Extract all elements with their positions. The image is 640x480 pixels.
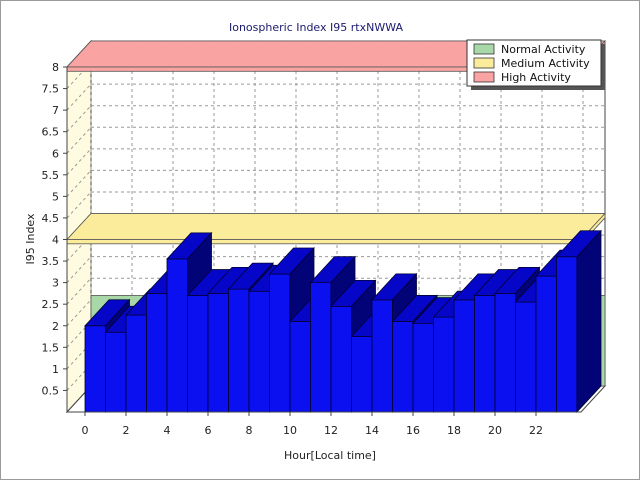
bar-front (515, 301, 537, 413)
band-medium-activity (66, 212, 606, 245)
legend-label: High Activity (501, 71, 571, 84)
bar-front (105, 331, 127, 413)
legend-swatch (473, 71, 495, 83)
legend-label: Normal Activity (501, 43, 586, 56)
bar-front (433, 316, 455, 413)
bar-front (166, 258, 188, 413)
y-tick-label: 7 (52, 104, 59, 117)
bar-front (228, 288, 250, 413)
band-front-face (66, 239, 582, 245)
bar-front (392, 321, 414, 413)
x-tick-label: 4 (164, 424, 171, 437)
y-tick-label: 3.5 (42, 255, 60, 268)
x-tick-label: 12 (324, 424, 338, 437)
x-tick-label: 14 (365, 424, 379, 437)
x-tick-label: 10 (283, 424, 297, 437)
legend-swatch (473, 43, 495, 55)
bar-front (207, 293, 229, 413)
x-tick-label: 8 (246, 424, 253, 437)
x-tick-label: 20 (488, 424, 502, 437)
y-tick-label: 3 (52, 277, 59, 290)
bar-front (453, 299, 475, 413)
y-tick-label: 2 (52, 320, 59, 333)
x-tick-label: 16 (406, 424, 420, 437)
bar (555, 229, 602, 414)
y-tick-label: 5.5 (42, 169, 60, 182)
y-tick-label: 6.5 (42, 126, 60, 139)
bar-front (146, 293, 168, 413)
y-tick-label: 0.5 (42, 384, 60, 397)
legend-label: Medium Activity (501, 57, 590, 70)
x-tick-label: 0 (82, 424, 89, 437)
bar-front (412, 323, 434, 413)
y-tick-label: 2.5 (42, 298, 60, 311)
bar-front (269, 273, 291, 413)
bar-front (310, 282, 332, 413)
y-tick-label: 1 (52, 363, 59, 376)
x-tick-label: 18 (447, 424, 461, 437)
y-tick-label: 4.5 (42, 212, 60, 225)
bar-front (289, 321, 311, 413)
y-tick-label: 1.5 (42, 341, 60, 354)
bar-front (187, 295, 209, 413)
bar-front (371, 299, 393, 413)
bar-front (351, 336, 373, 413)
y-tick-label: 6 (52, 147, 59, 160)
x-tick-label: 2 (123, 424, 130, 437)
bar-front (474, 295, 496, 413)
x-axis-label: Hour[Local time] (284, 449, 376, 462)
y-tick-label: 4 (52, 234, 59, 247)
x-tick-label: 22 (529, 424, 543, 437)
bar-front (494, 293, 516, 413)
bar-front (535, 275, 557, 413)
bar-front (248, 290, 270, 413)
x-tick-label: 6 (205, 424, 212, 437)
bar-front (330, 305, 352, 413)
y-tick-label: 7.5 (42, 83, 60, 96)
band-top-face (66, 213, 606, 240)
y-axis-label: I95 Index (24, 213, 37, 265)
bar-front (556, 256, 578, 413)
bar-side (576, 229, 602, 414)
y-tick-label: 5 (52, 190, 59, 203)
chart-title: Ionospheric Index I95 rtxNWWA (229, 21, 403, 34)
legend-swatch (473, 57, 495, 69)
bar-front (84, 325, 106, 413)
y-tick-label: 8 (52, 61, 59, 74)
bar-front (125, 314, 147, 413)
